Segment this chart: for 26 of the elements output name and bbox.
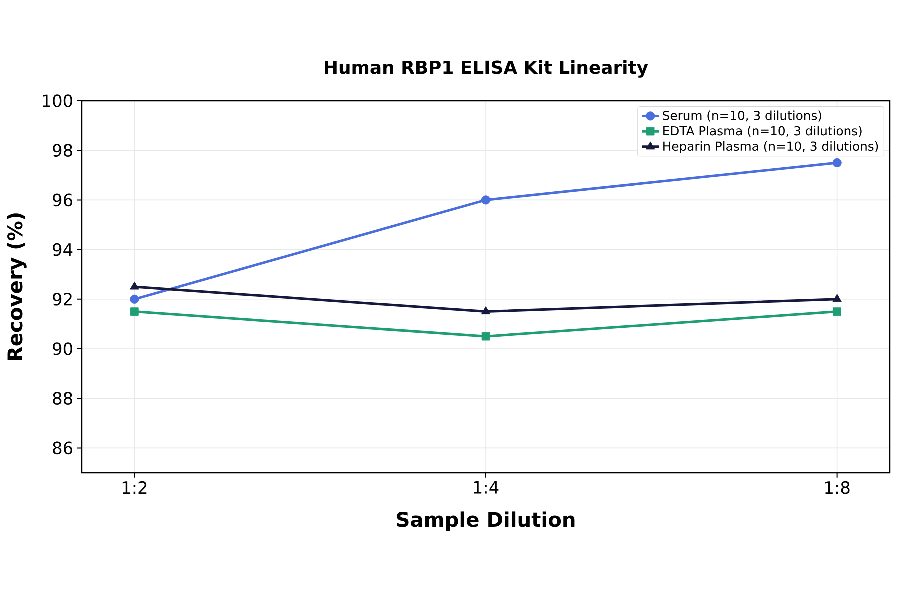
point: [130, 308, 139, 316]
y-axis-title: Recovery (%): [7, 214, 27, 360]
x-tick-label: 1:2: [122, 481, 147, 494]
y-tick-label: 86: [53, 442, 73, 455]
y-tick-label: 94: [53, 243, 73, 256]
point: [481, 196, 491, 205]
y-tick-label: 90: [53, 342, 72, 356]
y-tick-label: 92: [53, 292, 72, 306]
point: [832, 158, 842, 168]
y-tick-label: 96: [53, 194, 73, 207]
legend-label: Serum (n=10, 3 dilutions): [663, 110, 822, 122]
point: [833, 308, 842, 316]
x-axis-title: Sample Dilution: [397, 512, 575, 532]
point: [832, 294, 842, 302]
y-tick-label: 100: [43, 94, 72, 108]
x-tick-label: 1:4: [474, 481, 499, 494]
legend-label: Heparin Plasma (n=10, 3 dilutions): [664, 141, 878, 154]
point: [130, 282, 140, 290]
point: [481, 306, 491, 315]
chart-title: Human RBP1 ELISA Kit Linearity: [325, 60, 648, 78]
x-tick-label: 1:8: [826, 481, 850, 494]
y-tick-label: 98: [53, 144, 72, 157]
legend-label: EDTA Plasma (n=10, 3 dilutions): [664, 126, 862, 138]
point: [130, 294, 140, 304]
y-tick-label: 88: [53, 392, 72, 405]
point: [482, 332, 490, 341]
